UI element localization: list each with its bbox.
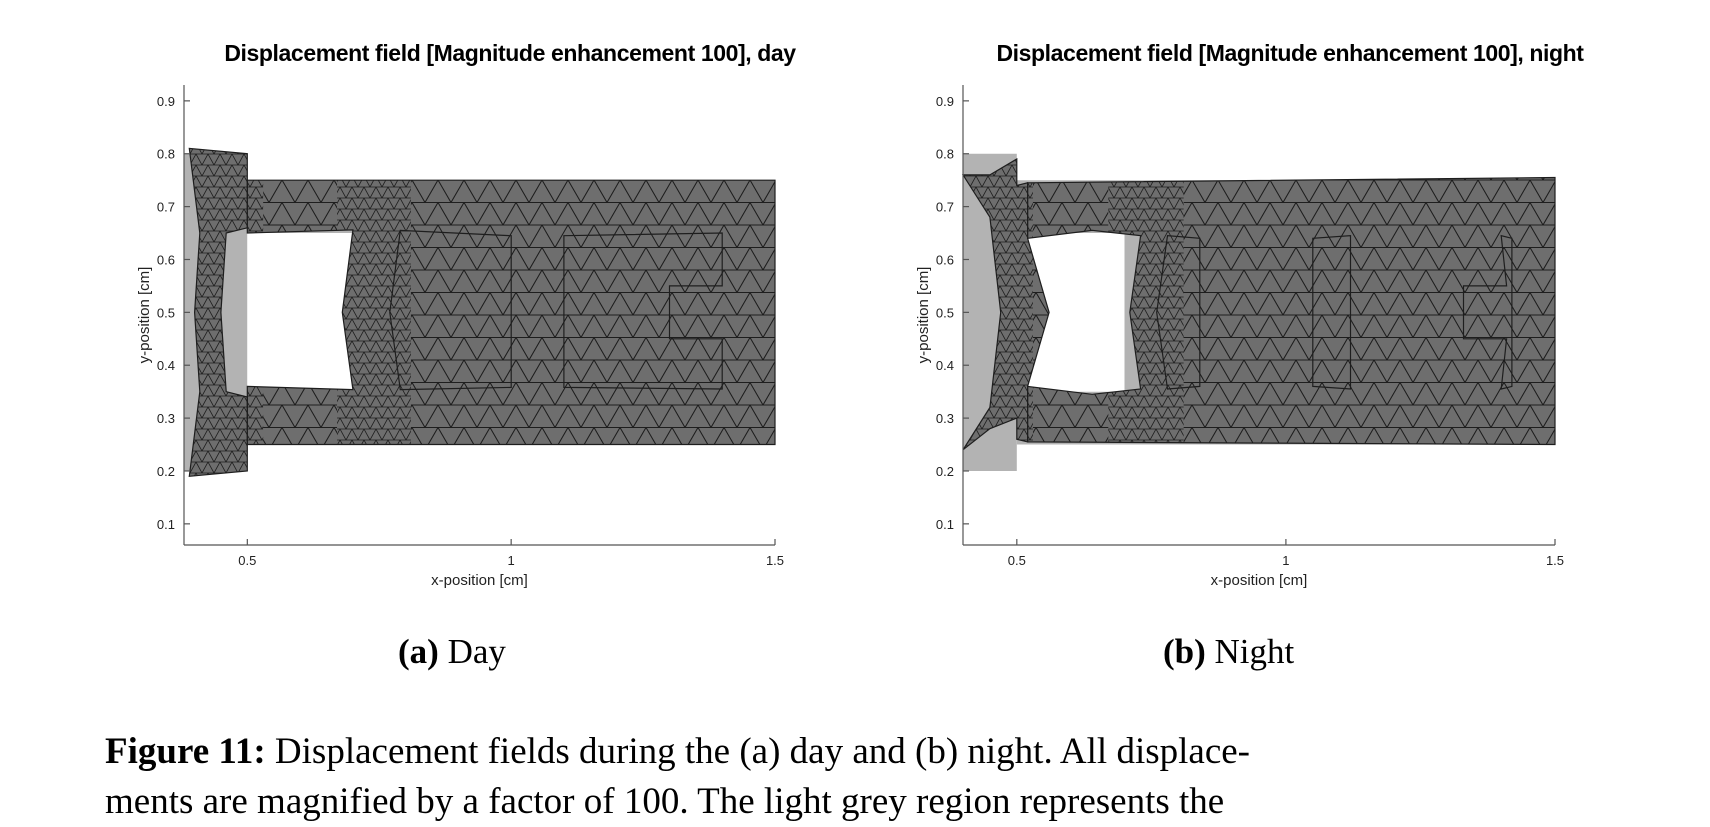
x-tick-label: 1 [1282, 553, 1289, 568]
deformed-mesh-polygon [1312, 235, 1351, 389]
deformed-mesh-polygon [563, 233, 723, 389]
y-tick-label: 0.2 [936, 464, 954, 479]
y-axis-label: y-position [cm] [136, 267, 153, 364]
y-tick-label: 0.1 [936, 517, 954, 532]
y-tick-label: 0.8 [936, 147, 954, 162]
x-tick-label: 1.5 [766, 553, 784, 568]
y-axis-label: y-position [cm] [915, 267, 932, 364]
plot-title-day: Displacement field [Magnitude enhancemen… [224, 40, 796, 66]
deformed-mesh-polygon [389, 230, 512, 390]
y-tick-label: 0.3 [157, 411, 175, 426]
deformed-mesh-polygon [1463, 235, 1512, 389]
caption-text-1: Displacement fields during the (a) day a… [274, 731, 1251, 772]
y-tick-label: 0.9 [157, 94, 175, 109]
axes: 0.5 1 1.5 0.1 0.2 0.3 0.4 0.5 0.6 0.7 0.8 0.9 x-posi… [915, 85, 1564, 589]
deformed-outline [246, 179, 776, 446]
y-tick-label: 0.5 [936, 305, 954, 320]
subfigure-label-b: (b) [1163, 632, 1206, 671]
deformed-outline [1027, 176, 1556, 446]
caption-line-1: Figure 11: Displacement fields during th… [105, 727, 1605, 777]
y-tick-label: 0.6 [157, 252, 175, 267]
x-tick-label: 0.5 [238, 553, 256, 568]
x-tick-label: 1 [508, 553, 515, 568]
plot-title-night: Displacement field [Magnitude enhancemen… [996, 40, 1584, 66]
x-tick-label: 0.5 [1008, 553, 1026, 568]
subfigure-caption-day: (a) Day [398, 632, 506, 672]
deformed-outline [563, 232, 723, 390]
caption-line-2: ments are magnified by a factor of 100. … [105, 781, 1225, 822]
figure-caption: Figure 11: Displacement fields during th… [105, 727, 1605, 827]
subfigure-title-day: Day [447, 632, 506, 671]
y-tick-label: 0.7 [936, 200, 954, 215]
displacement-plot-day: 0.5 1 1.5 0.1 0.2 0.3 0.4 0.5 0.6 0.7 0.8 0.9 x-posi… [136, 85, 784, 589]
y-tick-label: 0.3 [936, 411, 954, 426]
figure-label: Figure 11: [105, 731, 266, 772]
y-tick-label: 0.2 [157, 464, 175, 479]
undeformed-hole [247, 233, 353, 392]
subfigure-label-a: (a) [398, 632, 439, 671]
deformed-outline [1312, 235, 1352, 390]
y-tick-label: 0.9 [936, 94, 954, 109]
subfigure-title-night: Night [1214, 632, 1295, 671]
x-tick-label: 1.5 [1546, 553, 1564, 568]
y-tick-label: 0.4 [936, 358, 954, 373]
deformed-outline [389, 229, 512, 391]
displacement-plot-night: 0.5 1 1.5 0.1 0.2 0.3 0.4 0.5 0.6 0.7 0.8 0.9 x-posi… [915, 85, 1564, 589]
y-tick-label: 0.8 [157, 147, 175, 162]
y-tick-label: 0.6 [936, 252, 954, 267]
panel-day: Displacement field [Magnitude enhancemen… [100, 0, 920, 600]
x-axis-label: x-position [cm] [1211, 572, 1308, 589]
panel-night: Displacement field [Magnitude enhancemen… [880, 0, 1700, 600]
y-tick-label: 0.5 [157, 305, 175, 320]
deformed-outline [1156, 235, 1201, 390]
y-tick-label: 0.1 [157, 517, 175, 532]
dense-mesh-ligament [337, 148, 411, 477]
undeformed-hole [1016, 233, 1125, 392]
axes: 0.5 1 1.5 0.1 0.2 0.3 0.4 0.5 0.6 0.7 0.8 0.9 x-posi… [136, 85, 784, 589]
y-tick-label: 0.4 [157, 358, 175, 373]
x-axis-label: x-position [cm] [431, 572, 528, 589]
y-tick-label: 0.7 [157, 200, 175, 215]
deformed-outline [1462, 234, 1513, 390]
subfigure-caption-night: (b) Night [1163, 632, 1294, 672]
